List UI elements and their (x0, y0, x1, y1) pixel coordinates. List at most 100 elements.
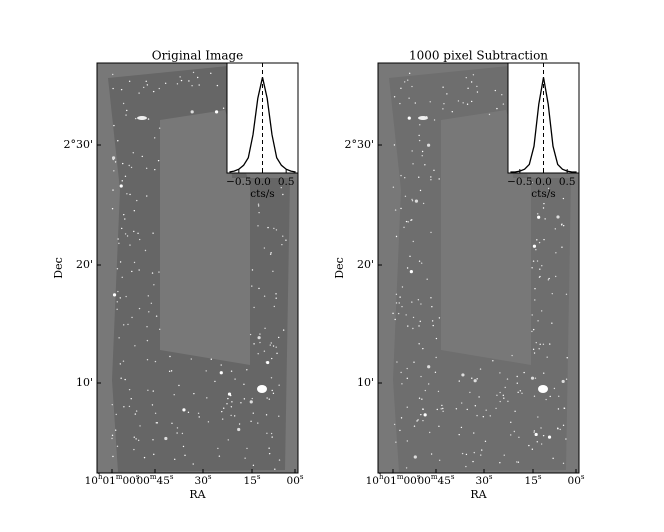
star (257, 422, 259, 424)
star (114, 161, 117, 163)
star (430, 176, 432, 178)
star (420, 303, 422, 305)
x-tick-label: 10h01m00s (85, 473, 140, 487)
star (420, 413, 422, 416)
star (418, 260, 421, 262)
star (116, 308, 118, 311)
inset-curve (229, 77, 296, 173)
star (533, 395, 536, 397)
star (113, 170, 115, 172)
star (281, 243, 283, 246)
star (536, 239, 538, 241)
y-axis-label: Dec (333, 257, 346, 279)
star (443, 102, 445, 105)
star (134, 345, 136, 347)
star (394, 209, 397, 211)
star (537, 320, 539, 322)
star (418, 139, 421, 142)
star (132, 152, 134, 154)
inset-x-tick-label: 0.0 (535, 176, 552, 188)
star (541, 265, 543, 267)
star (119, 261, 122, 263)
star (533, 430, 536, 432)
star (270, 432, 273, 435)
star (249, 400, 253, 404)
inset-background (226, 62, 299, 174)
star (538, 241, 541, 244)
star (278, 181, 281, 183)
star (460, 426, 463, 429)
star (275, 293, 277, 295)
star (136, 199, 138, 202)
star (135, 410, 138, 412)
star (441, 404, 443, 407)
star (481, 449, 483, 451)
star (434, 371, 437, 374)
star (556, 215, 560, 219)
star (461, 373, 465, 377)
star (533, 431, 535, 433)
star (264, 327, 266, 330)
star (154, 412, 157, 415)
star (555, 252, 557, 254)
star (531, 267, 533, 269)
star (542, 343, 545, 346)
star (465, 76, 467, 79)
star (538, 276, 541, 279)
star (566, 357, 568, 359)
star (128, 164, 130, 167)
star (562, 197, 565, 200)
star (458, 433, 460, 436)
star (168, 370, 171, 373)
star (557, 408, 560, 410)
star (176, 432, 178, 434)
star (435, 356, 437, 359)
x-axis-label: RA (470, 488, 487, 501)
star (433, 169, 435, 172)
star (134, 117, 137, 120)
star (537, 416, 539, 418)
star (404, 176, 406, 179)
star (465, 465, 467, 468)
star (216, 84, 219, 87)
star (403, 81, 406, 83)
star (414, 102, 417, 104)
star (133, 261, 136, 264)
star (442, 410, 444, 413)
star (111, 208, 114, 210)
star (257, 203, 260, 205)
star (179, 76, 181, 78)
star (153, 453, 155, 456)
star (393, 96, 396, 98)
star (184, 454, 186, 457)
image-frame (96, 62, 299, 474)
star (128, 80, 131, 83)
star (121, 276, 123, 279)
star (122, 162, 124, 165)
inset-x-tick-label: 0.5 (559, 176, 576, 188)
star (406, 440, 409, 442)
y-tick-label: 20' (357, 258, 374, 271)
star (422, 419, 424, 422)
star (488, 113, 491, 116)
star (565, 293, 568, 295)
star (422, 408, 424, 410)
star (534, 432, 538, 437)
star (188, 80, 190, 82)
star (400, 207, 402, 210)
inset-x-tick-label: −0.5 (507, 176, 533, 188)
star (532, 244, 537, 248)
star (243, 398, 246, 400)
star (417, 419, 419, 421)
star (214, 380, 216, 383)
star (124, 218, 126, 220)
star (198, 416, 200, 418)
star (547, 187, 550, 190)
star (533, 352, 536, 354)
star (263, 295, 266, 297)
star (265, 414, 268, 416)
star (438, 459, 441, 461)
star (154, 360, 157, 363)
star (219, 371, 223, 375)
star (419, 124, 421, 126)
